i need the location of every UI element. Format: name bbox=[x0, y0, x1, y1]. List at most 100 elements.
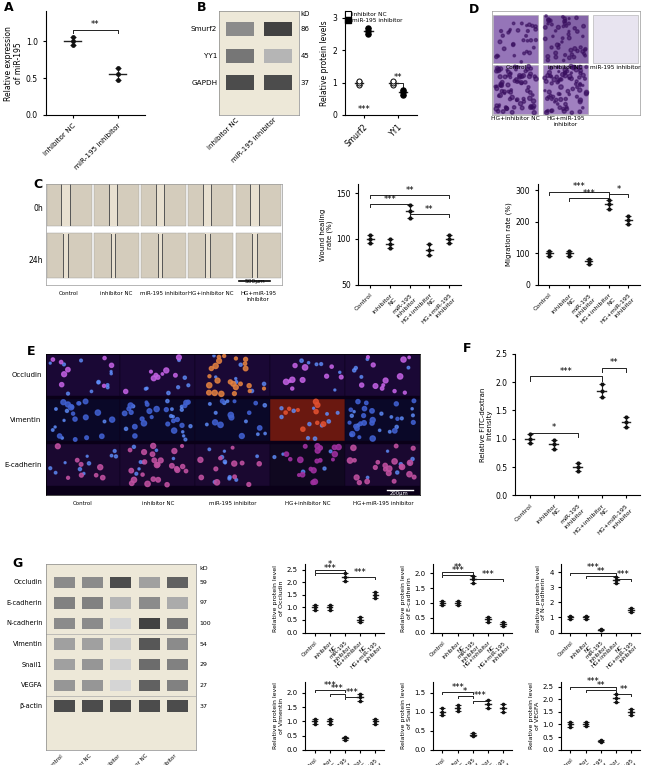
Point bbox=[309, 715, 320, 728]
Point bbox=[558, 32, 568, 44]
Point bbox=[382, 445, 393, 457]
Point bbox=[51, 403, 61, 415]
Point bbox=[144, 405, 155, 417]
Point bbox=[409, 471, 419, 483]
Point bbox=[408, 453, 418, 465]
Point bbox=[560, 67, 570, 79]
Point bbox=[547, 41, 557, 54]
Bar bbox=[250, 182, 259, 226]
Point bbox=[512, 94, 522, 106]
Point bbox=[395, 370, 406, 382]
Point bbox=[404, 205, 415, 217]
Point bbox=[560, 18, 570, 30]
Point bbox=[321, 370, 332, 382]
Text: ***: *** bbox=[560, 366, 572, 376]
Point bbox=[385, 242, 395, 254]
Point bbox=[324, 601, 335, 614]
Point bbox=[112, 62, 123, 74]
Point bbox=[444, 230, 454, 242]
Point bbox=[560, 12, 570, 24]
Point bbox=[359, 417, 369, 429]
Point bbox=[529, 106, 539, 119]
Point bbox=[162, 479, 172, 491]
Point bbox=[222, 395, 233, 407]
Text: B: B bbox=[196, 1, 206, 14]
Bar bbox=[345, 399, 421, 441]
Point bbox=[578, 102, 588, 114]
Point bbox=[595, 624, 606, 636]
Point bbox=[519, 93, 529, 105]
Point bbox=[575, 67, 586, 80]
Point bbox=[330, 448, 340, 461]
Text: *: * bbox=[463, 687, 467, 695]
Point bbox=[528, 41, 539, 54]
Point bbox=[177, 461, 188, 473]
Point bbox=[544, 245, 554, 257]
Point bbox=[128, 400, 138, 412]
Point bbox=[224, 471, 235, 483]
Y-axis label: Relative protein levels: Relative protein levels bbox=[320, 21, 330, 106]
Text: **: ** bbox=[91, 21, 99, 29]
Point bbox=[240, 363, 251, 375]
Point bbox=[569, 51, 579, 63]
Point bbox=[452, 698, 463, 711]
Point bbox=[498, 617, 508, 630]
Text: G: G bbox=[12, 557, 23, 570]
Point bbox=[354, 477, 365, 489]
Point bbox=[626, 604, 636, 616]
Bar bbox=[82, 597, 103, 608]
Point bbox=[504, 25, 515, 37]
Y-axis label: Relative FITC-dextran
intensity: Relative FITC-dextran intensity bbox=[480, 387, 493, 462]
Bar bbox=[111, 639, 131, 649]
Text: E-cadherin: E-cadherin bbox=[5, 462, 42, 468]
Point bbox=[151, 369, 161, 381]
Bar bbox=[264, 21, 292, 37]
Text: HG+inhibitor NC: HG+inhibitor NC bbox=[114, 754, 149, 765]
Point bbox=[355, 695, 365, 707]
Point bbox=[494, 99, 504, 111]
Point bbox=[389, 385, 400, 397]
Point bbox=[560, 49, 570, 61]
Point bbox=[211, 360, 221, 372]
Point bbox=[566, 44, 576, 57]
Point bbox=[498, 698, 508, 711]
Point bbox=[452, 594, 463, 607]
Point bbox=[352, 471, 362, 483]
Point bbox=[573, 461, 583, 474]
Point bbox=[580, 43, 591, 55]
Point bbox=[177, 404, 187, 416]
Point bbox=[316, 358, 326, 370]
Point bbox=[404, 351, 414, 363]
Bar bbox=[264, 76, 292, 90]
Point bbox=[560, 93, 571, 105]
Point bbox=[547, 77, 557, 90]
Point bbox=[235, 359, 246, 371]
Point bbox=[235, 378, 246, 390]
Point bbox=[93, 376, 103, 389]
Point bbox=[348, 441, 359, 454]
Point bbox=[549, 73, 560, 86]
Point bbox=[506, 86, 516, 99]
Text: β-actin: β-actin bbox=[20, 703, 42, 709]
Point bbox=[363, 21, 374, 34]
Bar bbox=[196, 444, 270, 487]
Point bbox=[215, 418, 226, 431]
Bar bbox=[543, 15, 588, 63]
Point bbox=[549, 434, 559, 446]
Point bbox=[346, 404, 356, 416]
Point bbox=[437, 702, 448, 715]
Point bbox=[276, 411, 287, 423]
Point bbox=[444, 233, 454, 245]
Point bbox=[79, 467, 89, 480]
Point bbox=[168, 411, 178, 423]
Point bbox=[214, 351, 224, 363]
Bar bbox=[167, 680, 188, 691]
Point bbox=[81, 396, 91, 408]
Bar bbox=[47, 182, 92, 226]
Point bbox=[498, 706, 508, 718]
Point bbox=[134, 463, 144, 475]
Point bbox=[340, 571, 350, 583]
Point bbox=[407, 402, 417, 415]
Point bbox=[72, 454, 83, 467]
Point bbox=[549, 96, 560, 108]
